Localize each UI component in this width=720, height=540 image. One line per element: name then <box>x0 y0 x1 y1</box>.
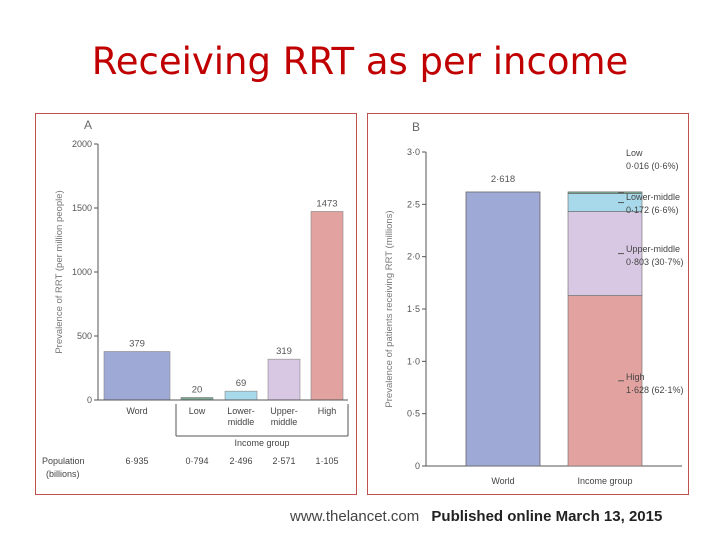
chart-panel-a: A 0 500 1000 1500 2000 Prevalence of RRT (per … <box>35 113 357 495</box>
footer-published: Published online March 13, 2015 <box>431 508 663 525</box>
y-tick-label: 0 <box>87 395 92 405</box>
chart-b-svg: B 0 0·5 1·0 1·5 2·0 2·5 3·0 Prevalence of patien… <box>384 120 684 486</box>
x-tick-label: Lower- <box>227 406 255 416</box>
x-tick-label: Income group <box>577 476 632 486</box>
world-data-label: 2·618 <box>491 174 515 185</box>
population-unit: (billions) <box>46 469 80 479</box>
data-label: 1473 <box>316 198 337 209</box>
segment-name: Low <box>626 148 643 158</box>
bar <box>310 211 344 401</box>
y-tick-label: 2000 <box>72 139 92 149</box>
x-tick-label: World <box>491 476 514 486</box>
data-label: 379 <box>129 338 145 349</box>
x-axis-title: Income group <box>234 438 289 448</box>
segment-value: 0·016 (0·6%) <box>626 161 679 171</box>
x-tick-label: Upper- <box>270 406 298 416</box>
y-axis-title: Prevalence of RRT (per million people) <box>54 190 65 353</box>
x-tick-label: High <box>318 406 337 416</box>
population-value: 0·794 <box>185 456 208 466</box>
panel-letter-a: A <box>84 118 92 132</box>
data-label: 20 <box>192 384 203 395</box>
data-label: 69 <box>236 378 247 389</box>
y-tick-label: 0 <box>415 461 420 471</box>
x-tick-label: middle <box>228 417 255 427</box>
population-value: 6·935 <box>125 456 148 466</box>
data-label: 319 <box>276 346 292 357</box>
population-title: Population <box>42 456 85 466</box>
x-tick-label: Low <box>189 406 206 416</box>
y-tick-label: 3·0 <box>407 147 420 157</box>
y-axis-title: Prevalence of patients receiving RRT (mi… <box>384 210 395 407</box>
segment-name: Upper-middle <box>626 244 680 254</box>
segment-name: High <box>626 372 645 382</box>
y-tick-label: 2·5 <box>407 199 420 209</box>
segment-value: 1·628 (62·1%) <box>626 385 684 395</box>
chart-panel-b: B 0 0·5 1·0 1·5 2·0 2·5 3·0 Prevalence of patien… <box>367 113 689 495</box>
x-tick-label: Word <box>126 406 147 416</box>
segment-value: 0·803 (30·7%) <box>626 257 684 267</box>
footer: www.thelancet.com Published online March… <box>290 508 662 525</box>
segment-value: 0·172 (6·6%) <box>626 205 679 215</box>
bar <box>103 351 171 401</box>
panel-letter-b: B <box>412 120 420 134</box>
y-tick-label: 1·5 <box>407 304 420 314</box>
y-tick-label: 1500 <box>72 203 92 213</box>
population-value: 1·105 <box>315 456 338 466</box>
x-tick-label: middle <box>271 417 298 427</box>
slide-title: Receiving RRT as per income <box>91 40 629 83</box>
y-tick-label: 500 <box>77 331 92 341</box>
chart-a-svg: A 0 500 1000 1500 2000 Prevalence of RRT (per … <box>42 118 349 479</box>
stacked-segment <box>567 191 643 194</box>
world-bar <box>465 191 541 467</box>
y-tick-label: 0·5 <box>407 409 420 419</box>
y-tick-label: 1000 <box>72 267 92 277</box>
bar <box>224 390 258 401</box>
y-tick-label: 2·0 <box>407 252 420 262</box>
income-group-bracket <box>175 404 349 437</box>
footer-site: www.thelancet.com <box>290 508 420 525</box>
y-tick-label: 1·0 <box>407 356 420 366</box>
segment-name: Lower-middle <box>626 192 680 202</box>
bar <box>267 358 301 401</box>
population-value: 2·496 <box>229 456 252 466</box>
population-value: 2·571 <box>272 456 295 466</box>
